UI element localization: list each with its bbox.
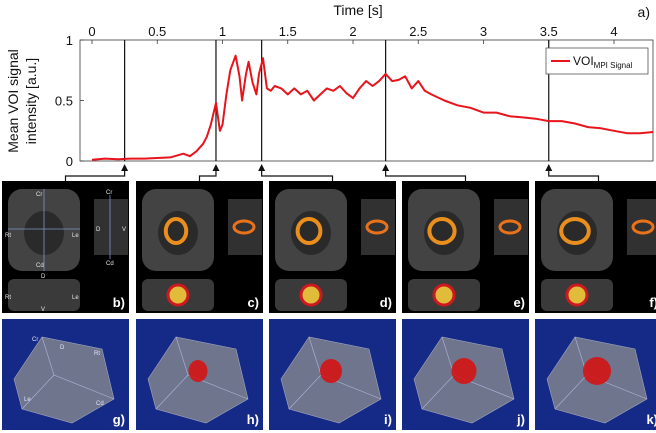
anatomy-label: V — [122, 227, 126, 233]
legend-subscript: MPI Signal — [594, 61, 633, 70]
mpi-overlay-axial — [565, 283, 589, 307]
x-tick-label: 0 — [88, 24, 95, 39]
y-tick-labels: 00.51 — [55, 33, 73, 169]
sagittal-slice — [94, 199, 128, 255]
anatomy-label: D — [60, 345, 65, 351]
anatomy-label: Le — [24, 397, 31, 403]
mpi-overlay-sagittal — [631, 219, 655, 235]
panel-label: i) — [384, 412, 392, 427]
x-tick-label: 2.5 — [409, 24, 427, 39]
render-panel: j) — [402, 319, 529, 430]
panel-label: c) — [247, 295, 259, 310]
mri-panel: e) — [402, 181, 529, 313]
bounding-box-lines — [155, 336, 249, 410]
x-tick-label: 2 — [349, 24, 356, 39]
anatomy-label: D — [96, 227, 101, 233]
anatomy-label: Cd — [96, 401, 104, 407]
mri-panel: d) — [269, 181, 396, 313]
anatomy-label: Cd — [106, 261, 114, 267]
mpi-overlay-coronal — [427, 217, 457, 245]
panel-label: b) — [113, 295, 125, 310]
anatomy-label: Rt — [5, 295, 11, 301]
panel-label: f) — [649, 295, 656, 310]
mpi-overlay-sagittal — [232, 219, 256, 235]
mpi-overlay-coronal — [295, 217, 323, 245]
x-tick-label: 1.5 — [279, 24, 297, 39]
y-tick-label: 0 — [66, 154, 73, 169]
anatomy-label: Cd — [36, 263, 44, 269]
connector-arrowhead — [258, 164, 266, 171]
mpi-overlay-axial — [166, 283, 190, 307]
x-tick-label: 3.5 — [540, 24, 558, 39]
render-panel: h) — [136, 319, 263, 430]
legend-text: VOIMPI Signal — [573, 54, 633, 70]
connector-line — [385, 170, 467, 184]
connector-line — [64, 170, 126, 184]
render-panel: k) — [535, 319, 656, 430]
panel-label-a: a) — [638, 4, 650, 20]
panel-label: e) — [513, 295, 525, 310]
render-panel: i) — [269, 319, 396, 430]
connector-arrowhead — [212, 164, 220, 171]
connector-arrowhead — [545, 164, 553, 171]
y-tick-label: 0.5 — [55, 94, 73, 109]
render-panel-row: Cr D Rt Le Cd g) h) i) j) k) — [2, 319, 656, 430]
mri-panel: Cr Cd Rt Le Cr Cd D V D V Rt Le b) — [2, 181, 129, 313]
anatomy-label: Le — [72, 233, 79, 239]
x-tick-labels: 0 0.5 1 1.5 2 2.5 3 3.5 4 — [88, 24, 617, 39]
y-tick-label: 1 — [66, 33, 73, 48]
anatomy-label: Le — [72, 295, 79, 301]
mpi-signal-volume — [188, 360, 208, 382]
mpi-signal-volume — [451, 358, 477, 384]
render-panel: Cr D Rt Le Cd g) — [2, 319, 129, 430]
connector-line — [261, 170, 334, 184]
x-tick-label: 1 — [219, 24, 226, 39]
anatomy-label: Rt — [94, 351, 100, 357]
legend: VOIMPI Signal — [545, 47, 649, 75]
y-axis-title-line-2: intensity [a.u.] — [23, 58, 39, 144]
mri-panel-row: Cr Cd Rt Le Cr Cd D V D V Rt Le b) c) d) e) f) — [2, 181, 656, 313]
x-tick-label: 3 — [480, 24, 487, 39]
marker-to-panel-connectors — [64, 164, 600, 184]
panel-label: j) — [516, 412, 525, 427]
panel-label: d) — [380, 295, 392, 310]
mpi-overlay-axial — [299, 283, 323, 307]
anatomy-label: Rt — [5, 233, 11, 239]
axial-slice — [8, 279, 80, 311]
mpi-signal-volume — [583, 357, 611, 385]
mpi-signal-volume — [320, 359, 342, 383]
series-line-voi-mpi-signal — [91, 54, 654, 161]
connector-arrowhead — [121, 164, 129, 171]
connector-line — [548, 170, 600, 184]
mpi-overlay-axial — [432, 283, 456, 307]
panel-label: g) — [113, 412, 125, 427]
y-axis-title-line-1: Mean VOI signal — [5, 49, 21, 153]
signal-chart: Time [s] a) 0 0.5 1 1.5 2 2.5 3 3.5 4 00.51 Mean… — [5, 2, 654, 169]
x-axis-title: Time [s] — [333, 2, 382, 18]
anatomy-label: Cr — [36, 192, 42, 198]
mri-panel: c) — [136, 181, 263, 313]
panel-label: h) — [247, 412, 259, 427]
mpi-overlay-sagittal — [365, 219, 389, 235]
legend-label: VOI — [573, 54, 594, 68]
mpi-overlay-sagittal — [498, 219, 522, 235]
x-tick-label: 0.5 — [148, 24, 166, 39]
anatomy-label: D — [41, 274, 46, 280]
panel-label: k) — [646, 412, 656, 427]
bounding-box-lines — [21, 336, 115, 410]
axis-tick-marks — [80, 39, 615, 162]
anatomy-label: V — [41, 307, 45, 313]
anatomy-label: Cr — [106, 190, 112, 196]
mri-panel: f) — [535, 181, 656, 313]
connector-line — [198, 170, 217, 184]
mpi-overlay-coronal — [559, 217, 591, 245]
anatomy-label: Cr — [32, 337, 38, 343]
connector-arrowhead — [382, 164, 390, 171]
mpi-overlay-coronal — [163, 217, 189, 245]
x-tick-label: 4 — [610, 24, 617, 39]
